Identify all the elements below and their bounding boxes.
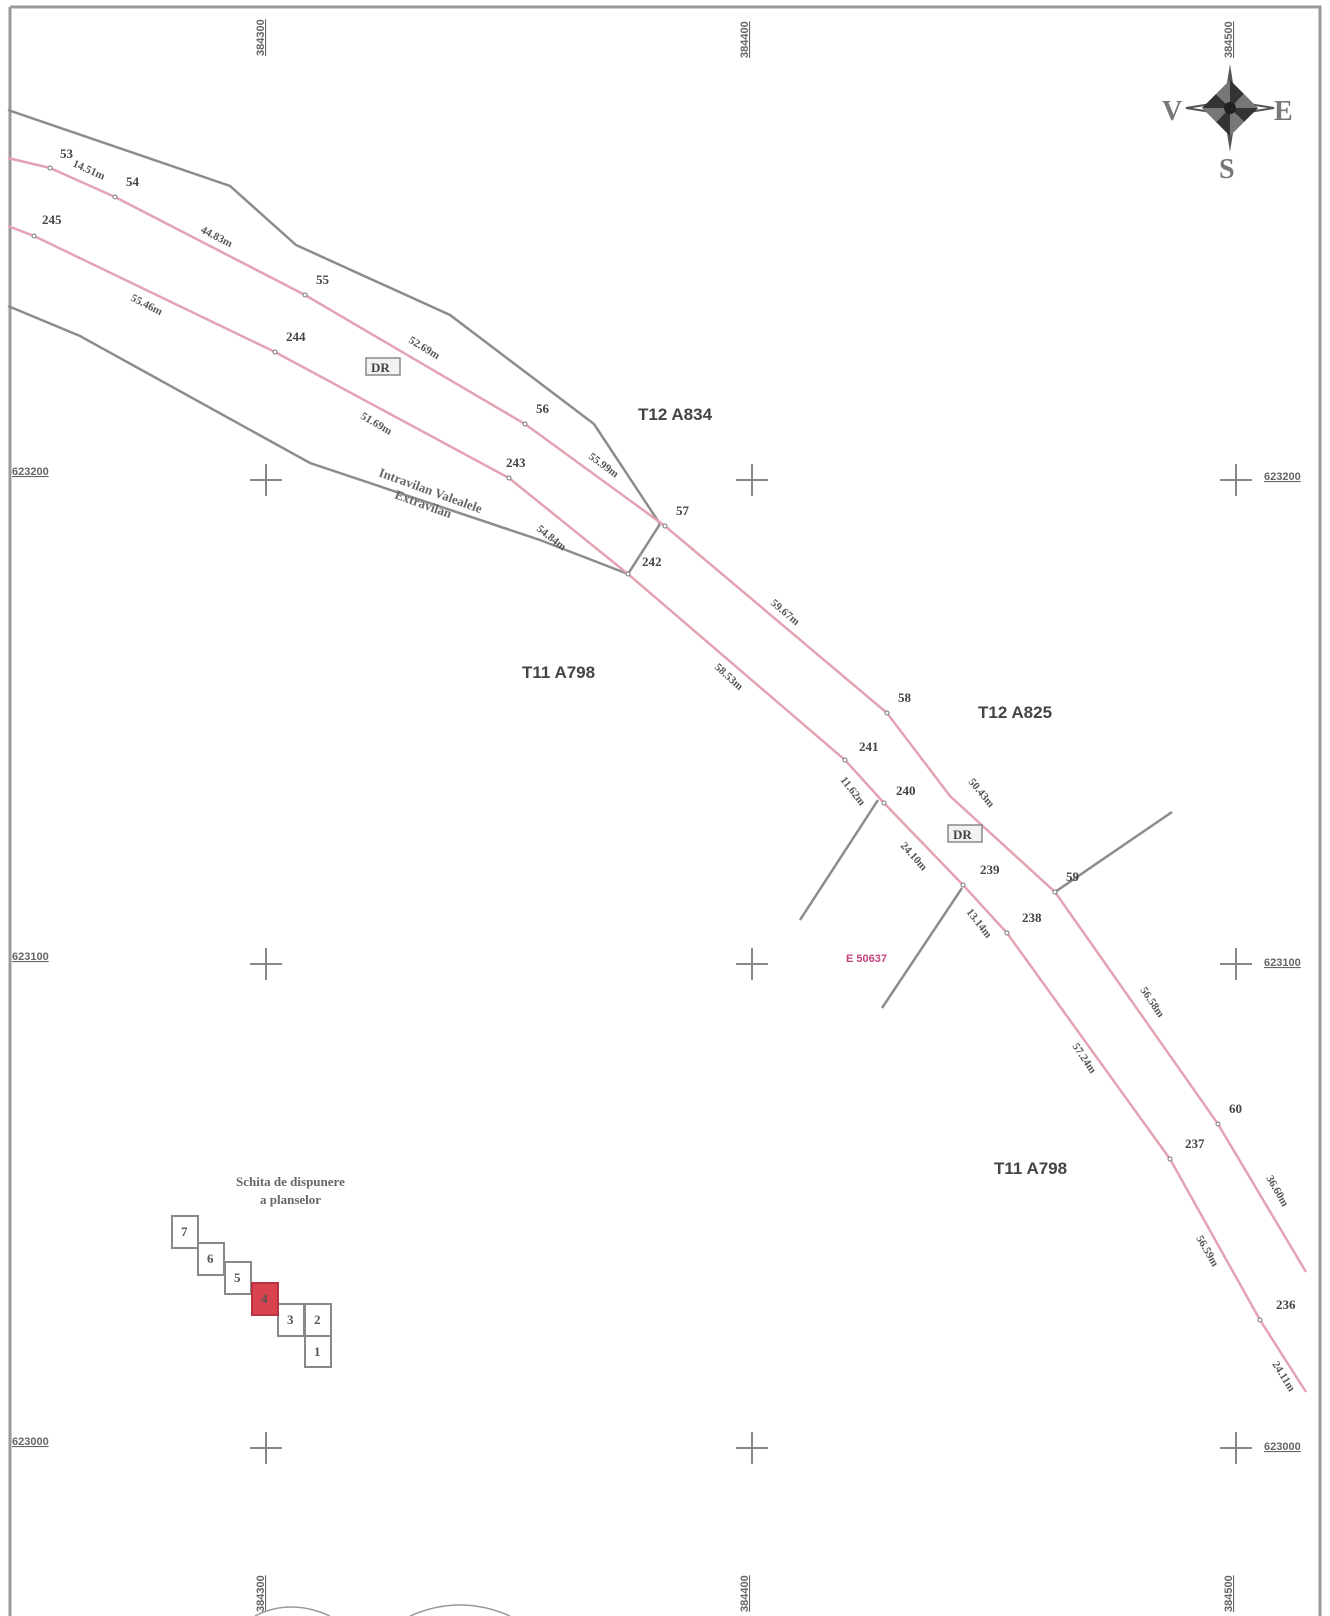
distance-label-north-6: 50.43m [966,776,997,810]
point-label-56: 56 [536,401,550,416]
grid-label-right-1: 623200 [1264,471,1301,483]
cadastral-ref-label: E 50637 [846,953,887,965]
point-label-236: 236 [1276,1297,1296,1312]
distance-label-south-3: 54.84m [534,523,568,553]
grid-crosses [250,464,1252,1464]
compass-east: E [1274,96,1293,127]
point-label-241: 241 [859,739,879,754]
distance-label-north-8: 36.60m [1263,1174,1290,1209]
sheet-tile-label-7: 7 [181,1224,188,1239]
point-label-244: 244 [286,329,306,344]
point-label-237: 237 [1185,1136,1205,1151]
grid-label-bottom-3: 384500 [1223,1575,1235,1612]
parcel-label-t11-a798-west: T11 A798 [522,663,595,682]
sheet-tile-label-6: 6 [207,1251,214,1266]
boundary-north [7,108,662,525]
compass-west: V [1162,96,1182,127]
point-label-243: 243 [506,455,526,470]
sheet-tile-5 [224,1261,252,1295]
grid-label-top-2: 384400 [739,21,751,58]
svg-text:DR: DR [953,827,972,842]
point-label-240: 240 [896,783,916,798]
dr-box-2: DR [947,824,983,843]
vertex-markers [31,165,1263,1323]
sheet-tile-6 [197,1242,225,1276]
sheet-tile-label-1: 1 [314,1344,321,1359]
boundary-stub-2 [798,799,880,921]
road-edge-north [7,156,1308,1273]
boundary-stub-3 [880,887,964,1009]
point-label-60: 60 [1229,1101,1242,1116]
grid-label-right-2: 623100 [1264,957,1301,969]
distance-label-south-9: 56.59m [1193,1234,1220,1269]
grid-label-top-3: 384500 [1223,21,1235,58]
compass-south: S [1219,154,1235,185]
point-label-58: 58 [898,690,912,705]
grid-label-bottom-1: 384300 [255,1575,267,1612]
distance-label-south-7: 13.14m [964,906,994,940]
grid-label-left-3: 623000 [12,1436,49,1448]
svg-text:DR: DR [371,360,390,375]
dr-box-1: DR [365,357,401,376]
point-label-245: 245 [42,212,62,227]
sheet-layout-sketch: Schita de dispunere a planselor 7 6 5 4 … [171,1174,345,1368]
grid-label-top-1: 384300 [255,19,267,56]
sheet-tile-label-3: 3 [287,1312,294,1327]
distance-label-north-2: 44.83m [199,224,235,250]
distance-label-south-10: 24.11m [1269,1359,1297,1394]
grid-label-left-1: 623200 [12,466,49,478]
bottom-edge-shapes [254,1604,511,1616]
sheet-tile-label-5: 5 [234,1270,241,1285]
parcel-boundaries [7,108,1173,1009]
point-label-239: 239 [980,862,1000,877]
parcel-label-t12-a834: T12 A834 [638,405,713,424]
sheet-tile-1 [304,1335,332,1368]
sheet-layout-title-1: Schita de dispunere [236,1174,345,1189]
sheet-tile-4-current [251,1282,279,1316]
sheet-tile-7 [171,1215,199,1249]
compass-rose: V E S [1162,64,1293,185]
distance-label-south-4: 58.53m [712,661,745,693]
sheet-layout-title-2: a planselor [260,1192,321,1207]
sheet-tile-label-4: 4 [261,1291,268,1306]
point-label-54: 54 [126,174,140,189]
sheet-frame [8,5,1322,1616]
point-label-57: 57 [676,503,690,518]
boundary-connector [626,523,662,575]
distance-label-north-5: 59.67m [768,597,802,628]
grid-label-left-2: 623100 [12,951,49,963]
grid-label-bottom-2: 384400 [739,1575,751,1612]
sheet-tile-2 [304,1303,332,1337]
point-label-238: 238 [1022,910,1042,925]
boundary-south [7,304,629,576]
point-label-55: 55 [316,272,330,287]
distance-label-south-8: 57.24m [1070,1041,1099,1076]
point-label-242: 242 [642,554,662,569]
parcel-label-t12-a825: T12 A825 [978,703,1052,722]
parcel-label-t11-a798-east: T11 A798 [994,1159,1067,1178]
boundary-stub-1 [1054,810,1173,894]
point-label-59: 59 [1066,869,1080,884]
point-label-53: 53 [60,146,74,161]
compass-star-icon [1185,64,1275,152]
grid-label-right-3: 623000 [1264,1441,1301,1453]
road-edge-south [7,224,1308,1393]
sheet-tile-label-2: 2 [314,1312,321,1327]
